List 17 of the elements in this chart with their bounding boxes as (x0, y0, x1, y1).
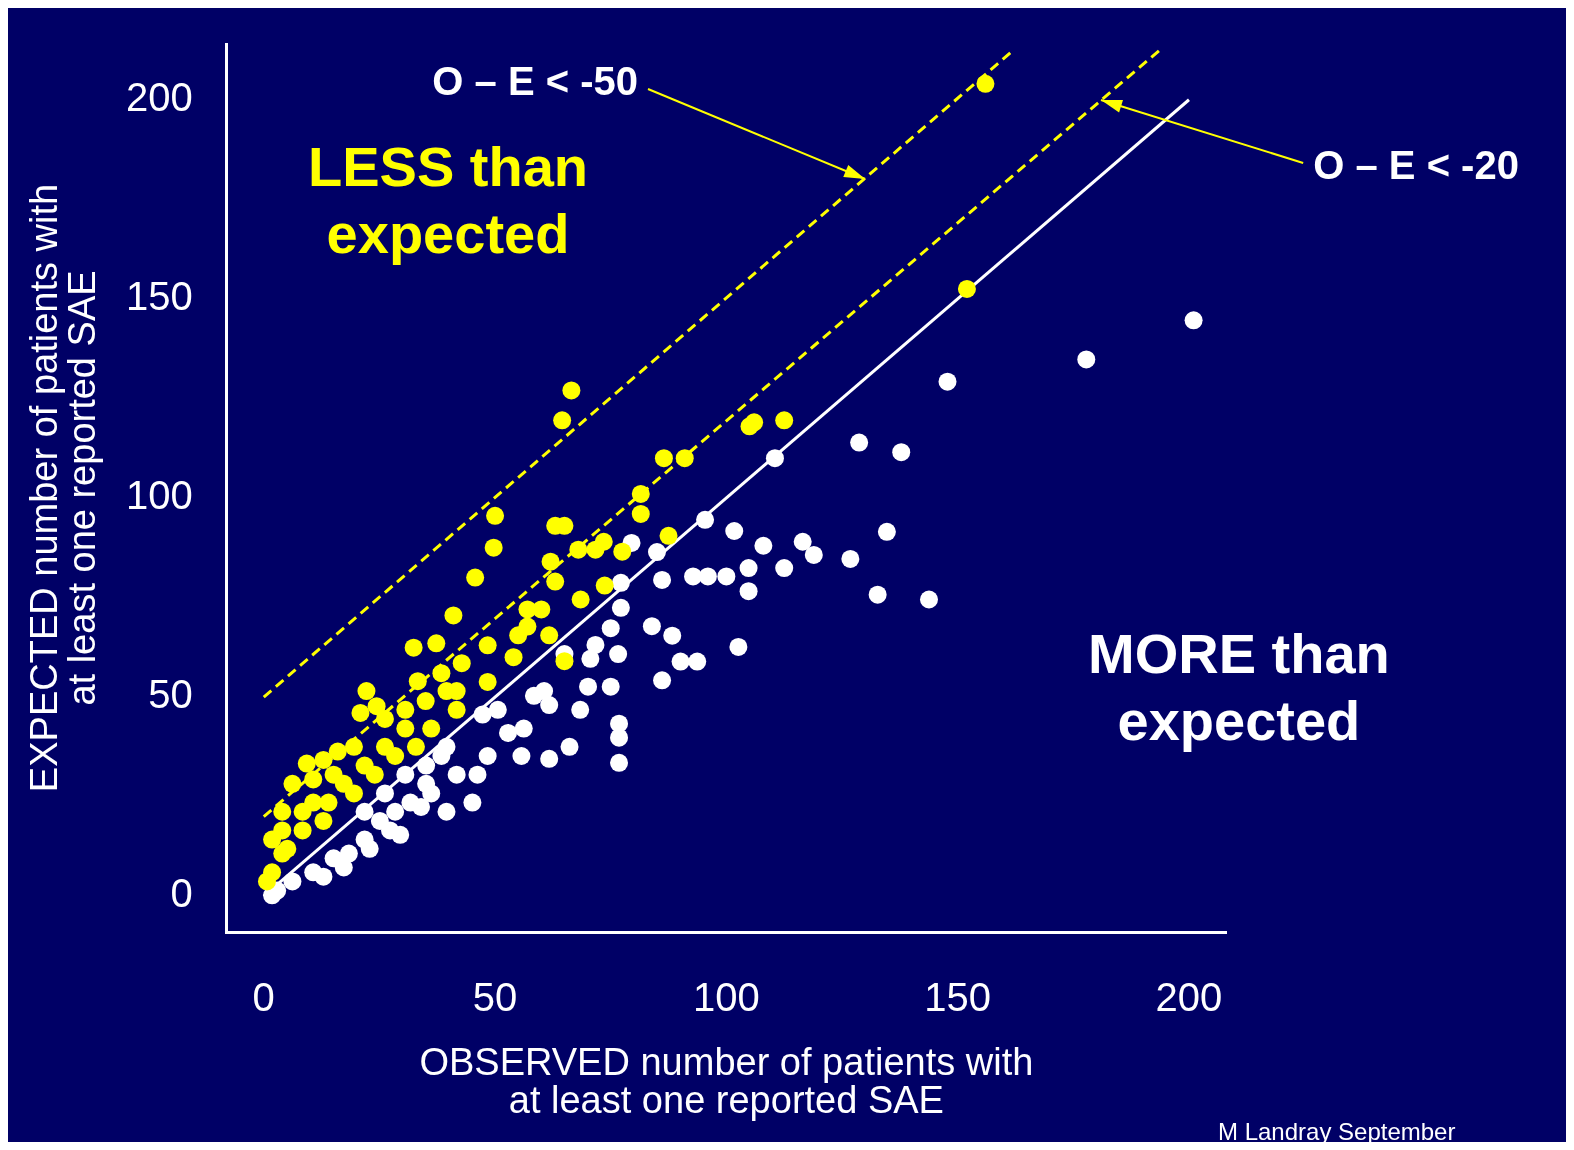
x-tick-label: 50 (472, 975, 518, 1020)
y-tick-label: 50 (148, 672, 193, 717)
annotation: LESS than expected (308, 134, 589, 268)
annotation: O – E < -20 (1313, 142, 1519, 187)
x-tick-label: 0 (252, 975, 275, 1020)
annotation: MORE than expected (1088, 621, 1390, 755)
y-tick-label: 200 (125, 74, 193, 119)
y-tick-label: 100 (125, 472, 193, 517)
y-tick-label: 0 (170, 871, 193, 916)
y-axis-title: EXPECTED number of patients with at least one reported SAE (23, 183, 104, 793)
x-tick-label: 200 (1155, 975, 1223, 1020)
text: M Landray September (1218, 1118, 1456, 1147)
y-tick-label: 150 (125, 273, 193, 318)
x-axis-title: OBSERVED number of patients with at least one reported SAE (419, 1041, 1034, 1122)
annotation: O – E < -50 (432, 59, 638, 104)
x-tick-label: 150 (924, 975, 992, 1020)
x-tick-label: 100 (692, 975, 760, 1020)
